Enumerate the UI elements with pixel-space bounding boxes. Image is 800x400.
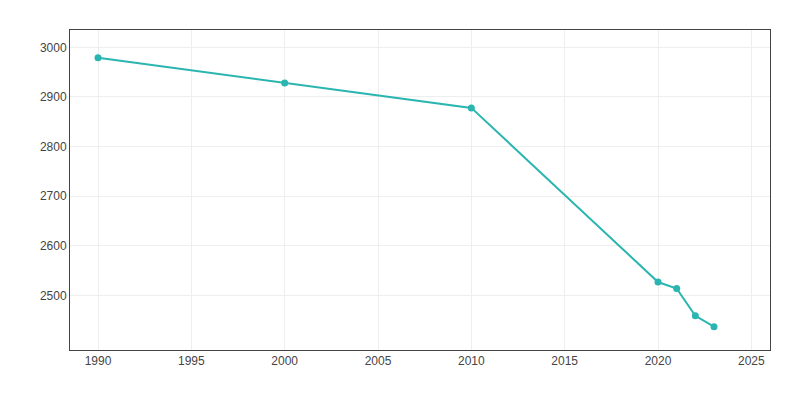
svg-text:1995: 1995 (178, 354, 205, 368)
svg-text:2800: 2800 (40, 140, 67, 154)
svg-text:2700: 2700 (40, 189, 67, 203)
svg-text:2000: 2000 (271, 354, 298, 368)
svg-text:3000: 3000 (40, 41, 67, 55)
svg-text:2005: 2005 (365, 354, 392, 368)
svg-text:2900: 2900 (40, 90, 67, 104)
svg-text:2025: 2025 (738, 354, 765, 368)
svg-text:2600: 2600 (40, 239, 67, 253)
svg-text:1990: 1990 (85, 354, 112, 368)
svg-text:2010: 2010 (458, 354, 485, 368)
svg-text:2500: 2500 (40, 289, 67, 303)
svg-text:2015: 2015 (551, 354, 578, 368)
svg-text:2020: 2020 (645, 354, 672, 368)
